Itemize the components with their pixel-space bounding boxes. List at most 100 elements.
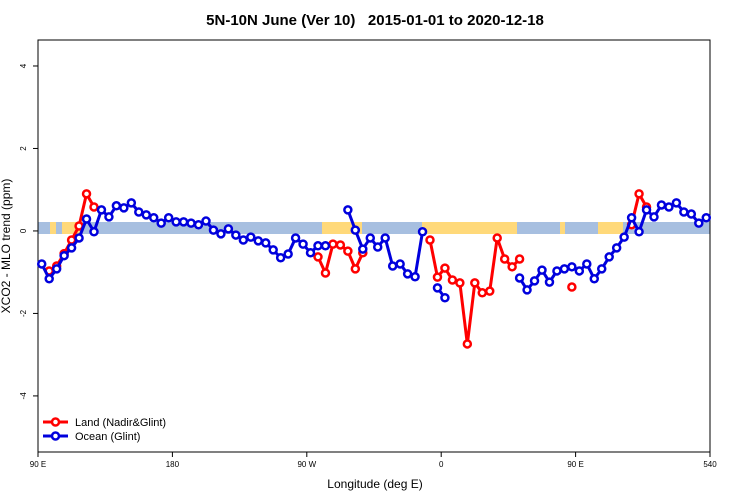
data-point (537, 265, 547, 275)
data-point (104, 212, 114, 222)
data-point (619, 232, 629, 242)
data-point (66, 243, 77, 253)
x-axis-label: Longitude (deg E) (327, 477, 422, 491)
land-strip (50, 222, 56, 234)
data-point (111, 201, 122, 211)
data-point (499, 254, 510, 264)
data-point (679, 207, 689, 217)
data-point (126, 198, 137, 208)
data-point (51, 264, 62, 274)
data-point (305, 248, 316, 258)
data-point (567, 262, 577, 272)
data-point (156, 218, 166, 228)
data-point (298, 239, 308, 249)
data-point (343, 246, 353, 256)
data-point (425, 235, 435, 245)
data-point (529, 276, 540, 286)
data-point (223, 224, 234, 234)
data-point (701, 212, 712, 223)
data-point (343, 205, 353, 215)
data-point (328, 239, 338, 249)
y-axis-label: XCO2 - MLO trend (ppm) (0, 179, 13, 314)
data-point (36, 259, 47, 269)
data-point (313, 241, 323, 251)
data-point (656, 200, 667, 210)
data-point (641, 205, 652, 215)
data-point (380, 233, 390, 243)
data-point (462, 339, 473, 349)
data-point (290, 233, 301, 243)
data-point (492, 233, 502, 243)
data-point (141, 210, 152, 220)
data-point (246, 232, 256, 242)
data-point (74, 233, 84, 243)
data-point (634, 227, 644, 237)
data-point (238, 235, 249, 245)
data-point (455, 278, 465, 288)
data-point (507, 262, 517, 272)
y-tick-label: -4 (19, 392, 28, 400)
data-point (417, 227, 428, 237)
data-point (201, 216, 211, 226)
x-tick-label: 180 (166, 460, 180, 469)
data-point (372, 242, 383, 252)
data-point (440, 263, 450, 273)
data-point (664, 202, 674, 212)
data-point (484, 286, 495, 296)
x-tick-label: 540 (703, 460, 717, 469)
data-point (589, 274, 600, 284)
plot-frame (37, 39, 711, 453)
series-line (40, 200, 708, 299)
data-point (283, 249, 293, 259)
data-point (89, 202, 99, 212)
data-point (694, 218, 704, 228)
land-strip (560, 222, 565, 234)
data-point (552, 266, 562, 276)
data-point (260, 238, 271, 248)
land-strip (422, 222, 517, 234)
x-tick-label: 90 E (30, 460, 46, 469)
data-point (186, 218, 196, 228)
data-point (350, 264, 361, 274)
x-tick-label: 90 E (567, 460, 583, 469)
data-point (231, 230, 241, 240)
data-point (320, 241, 331, 251)
data-point (582, 259, 592, 269)
data-point (559, 264, 570, 274)
data-point (216, 229, 226, 239)
data-point (275, 253, 286, 263)
data-point (514, 273, 525, 283)
data-point (686, 209, 697, 219)
data-point (313, 252, 323, 262)
x-tick-label: 90 W (297, 460, 316, 469)
data-point (163, 212, 174, 223)
data-point (671, 198, 682, 208)
data-point (268, 245, 278, 255)
data-point (387, 261, 398, 271)
data-point (522, 285, 532, 295)
data-point (574, 266, 585, 276)
y-tick-label: 2 (19, 146, 28, 151)
data-point (320, 268, 331, 278)
surface-strip (38, 222, 710, 234)
data-point (119, 203, 129, 213)
data-point (604, 252, 614, 262)
data-point (440, 293, 450, 303)
data-point (432, 272, 443, 282)
data-point (470, 278, 480, 288)
y-tick-label: 0 (19, 228, 28, 233)
data-point (596, 264, 607, 274)
chart-title: 5N-10N June (Ver 10) 2015-01-01 to 2020-… (206, 12, 544, 29)
data-point (81, 189, 92, 199)
data-point (193, 220, 204, 230)
data-point (432, 283, 443, 293)
data-point (447, 275, 458, 285)
y-tick-label: 4 (19, 63, 28, 68)
data-point (335, 240, 346, 250)
legend-marker (50, 417, 61, 427)
data-point (44, 274, 54, 284)
data-point (611, 243, 622, 253)
x-tick-label: 0 (439, 460, 444, 469)
data-point (402, 269, 413, 279)
